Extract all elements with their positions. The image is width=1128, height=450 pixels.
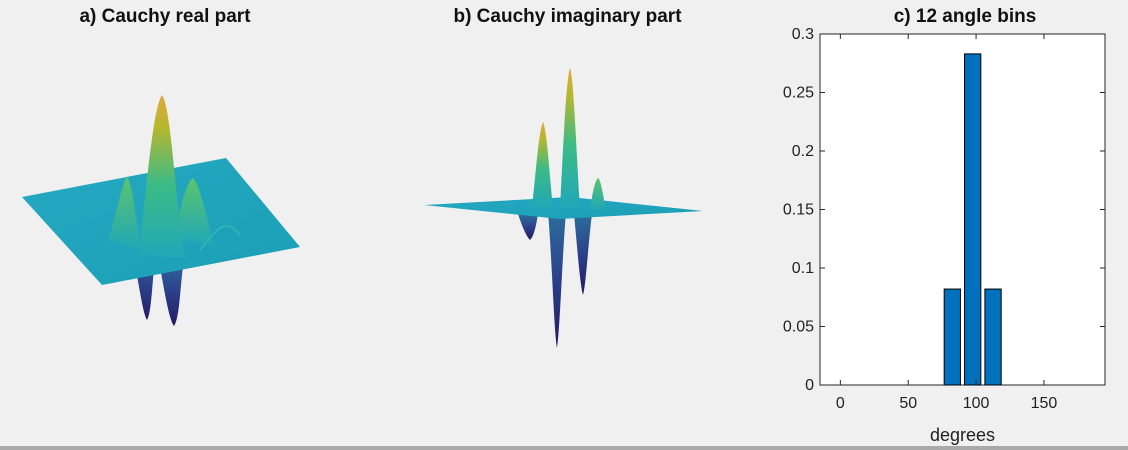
bars-group	[943, 53, 1002, 386]
bar-6	[964, 53, 982, 386]
surface-b-peak-main	[560, 68, 580, 208]
bar-5	[943, 288, 961, 386]
surface-a-valley-right	[158, 258, 184, 326]
window-bottom-edge	[0, 446, 1128, 450]
y-axis-ticks: 0 0.05 0.1 0.15 0.2 0.25 0.3	[783, 26, 1105, 394]
y-tick-label: 0.05	[783, 319, 814, 336]
x-tick-label: 150	[1031, 395, 1058, 412]
panel-a-title: a) Cauchy real part	[79, 6, 251, 27]
surface-a	[22, 95, 300, 326]
panel-b-title: b) Cauchy imaginary part	[453, 6, 682, 27]
y-tick-label: 0.2	[792, 143, 814, 160]
surface-a-ridge-1	[108, 176, 142, 250]
y-tick-label: 0.1	[792, 260, 814, 277]
y-tick-label: 0.15	[783, 202, 814, 219]
y-tick-label: 0.3	[792, 26, 814, 43]
x-tick-label: 100	[963, 395, 990, 412]
plot-area	[819, 33, 1106, 386]
surface-b-valley-left	[518, 214, 538, 240]
surface-b-peak-left	[532, 122, 553, 208]
x-tick-label: 0	[836, 395, 845, 412]
x-tick-label: 50	[899, 395, 917, 412]
surface-b-valley-right	[574, 214, 592, 295]
panel-c-title: c) 12 angle bins	[893, 6, 1037, 27]
surface-a-main-peak	[138, 95, 186, 258]
surface-b-valley-center	[548, 212, 566, 348]
surface-a-ridge-2	[172, 178, 214, 245]
y-tick-label: 0	[805, 377, 814, 394]
surface-b	[424, 68, 703, 348]
surface-a-ripple	[199, 225, 241, 251]
bar-7	[984, 288, 1002, 386]
surface-b-peak-small	[590, 178, 606, 210]
x-axis-label: degrees	[930, 425, 995, 445]
y-tick-label: 0.25	[783, 85, 814, 102]
bar-chart: 0 0.05 0.1 0.15 0.2 0.25 0.3 0 50 100 150 degrees	[783, 26, 1106, 445]
x-axis-ticks: 0 50 100 150	[836, 34, 1057, 412]
